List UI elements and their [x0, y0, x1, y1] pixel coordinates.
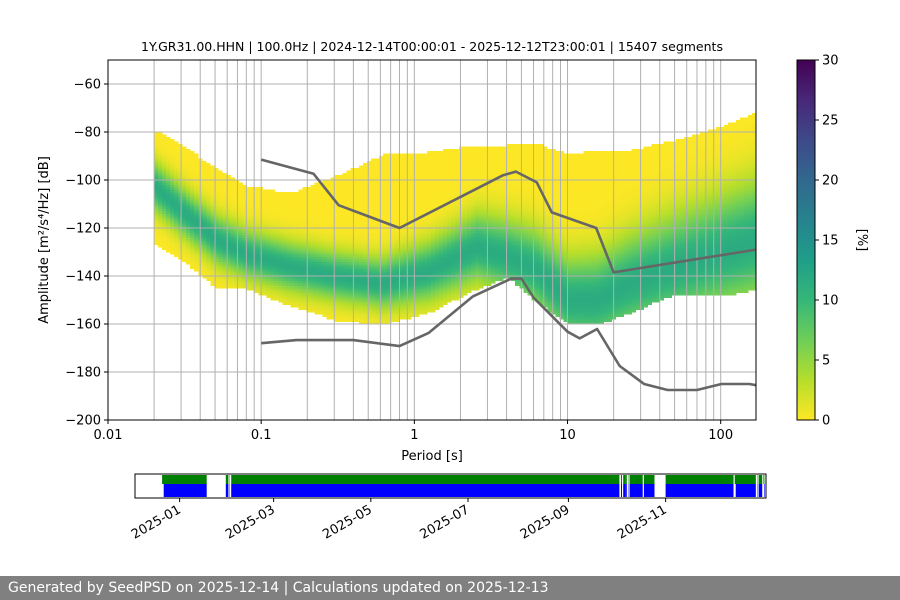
timeline-tick-label: 2025-07: [417, 502, 472, 542]
x-tick-label: 1: [410, 428, 418, 443]
x-axis: 0.01 0.1 1 10 100: [94, 420, 733, 443]
colorbar-tick-label: 10: [822, 294, 839, 309]
colorbar-tick-label: 30: [822, 54, 839, 69]
timeline-tick-label: 2025-05: [320, 502, 375, 542]
colorbar-tick-label: 5: [822, 354, 830, 369]
x-tick-label: 100: [708, 428, 733, 443]
timeline-span: [665, 475, 765, 484]
nhnm-curve: [260, 158, 757, 274]
footer-bar: Generated by SeedPSD on 2025-12-14 | Cal…: [0, 576, 900, 600]
timeline-span: [625, 484, 655, 497]
plot-frame: [107, 59, 757, 421]
x-tick-label: 10: [559, 428, 576, 443]
colorbar-label: [%]: [854, 229, 869, 252]
timeline-span: [625, 475, 655, 484]
x-axis-label: Period [s]: [401, 449, 463, 464]
timeline-axis: 2025-01 2025-03 2025-05 2025-07 2025-09 2025-…: [129, 498, 670, 543]
y-tick-label: −120: [65, 222, 101, 237]
timeline-tick-label: 2025-01: [129, 502, 184, 542]
timeline-span: [665, 484, 735, 497]
timeline-tick-label: 2025-11: [615, 502, 670, 542]
timeline-tick-label: 2025-09: [518, 502, 573, 542]
footer-text: Generated by SeedPSD on 2025-12-14 | Cal…: [8, 580, 549, 596]
timeline-bars: [162, 475, 765, 497]
colorbar-axis: 0 5 10 15 20 25 30: [815, 54, 839, 429]
pdf-heatmap: [154, 112, 757, 325]
colorbar-tick-label: 25: [822, 114, 839, 129]
timeline-span: [225, 484, 237, 497]
y-tick-label: −160: [65, 318, 101, 333]
timeline-span: [162, 475, 207, 484]
grid-lines: [107, 60, 756, 421]
y-tick-label: −80: [74, 126, 101, 141]
colorbar-tick-label: 15: [822, 234, 839, 249]
timeline-span: [237, 484, 620, 497]
y-tick-label: −200: [65, 414, 101, 429]
colorbar: [796, 59, 816, 421]
timeline-span: [621, 475, 626, 484]
timeline-span: [163, 484, 207, 497]
timeline-span: [621, 484, 626, 497]
timeline-span: [237, 475, 620, 484]
nlnm-curve: [261, 277, 757, 392]
x-tick-label: 0.1: [251, 428, 272, 443]
timeline-frame: [134, 473, 767, 499]
timeline-span: [225, 475, 237, 484]
y-tick-label: −180: [65, 366, 101, 381]
y-axis-label: Amplitude [m²/s⁴/Hz] [dB]: [37, 156, 52, 324]
x-tick-label: 0.01: [94, 428, 123, 443]
timeline-span: [764, 484, 765, 497]
y-axis: −200 −180 −160 −140 −120 −100 −80 −60: [65, 78, 108, 429]
y-tick-label: −60: [74, 78, 101, 93]
timeline-tick-label: 2025-03: [223, 502, 278, 542]
colorbar-tick-label: 20: [822, 174, 839, 189]
colorbar-tick-label: 0: [822, 414, 830, 429]
timeline-span: [735, 484, 763, 497]
y-tick-label: −140: [65, 270, 101, 285]
chart-title: 1Y.GR31.00.HHN | 100.0Hz | 2024-12-14T00…: [141, 39, 723, 54]
y-tick-label: −100: [65, 174, 101, 189]
